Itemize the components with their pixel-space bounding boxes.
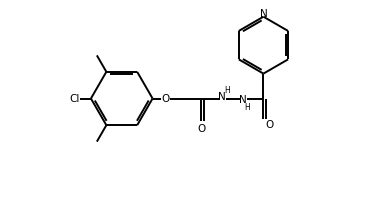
Text: O: O — [265, 120, 273, 130]
Text: O: O — [197, 124, 205, 134]
Text: N: N — [218, 92, 226, 102]
Text: O: O — [162, 94, 170, 103]
Text: N: N — [239, 95, 247, 105]
Text: N: N — [259, 9, 267, 19]
Text: H: H — [224, 86, 230, 95]
Text: H: H — [245, 103, 250, 112]
Text: Cl: Cl — [69, 94, 79, 103]
